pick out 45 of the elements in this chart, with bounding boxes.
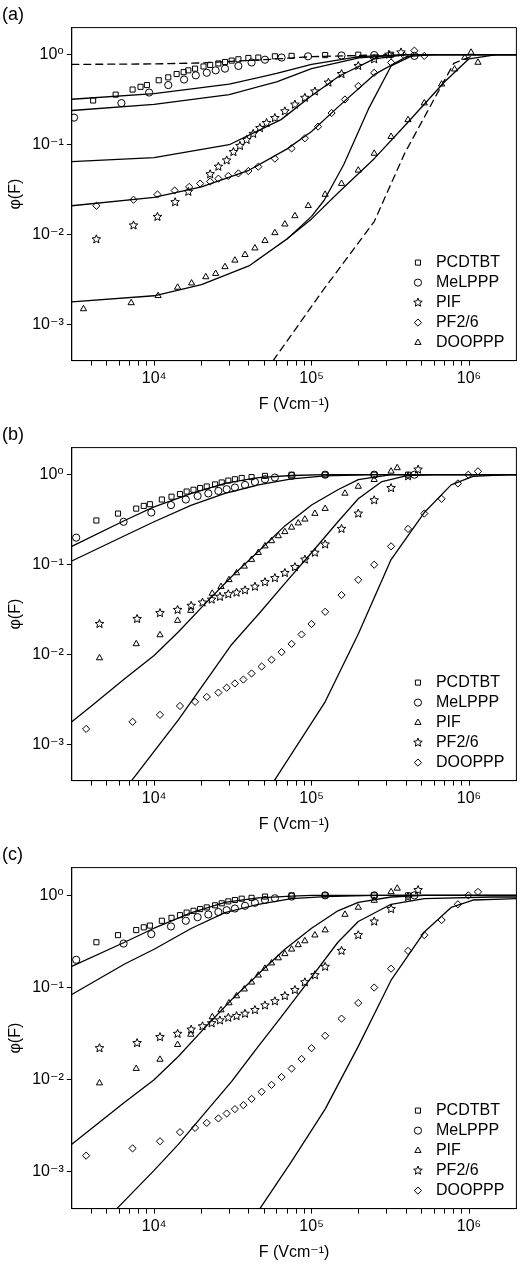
x-tick-label: 10⁵ [299,1216,324,1234]
x-tick-label: 10⁶ [456,368,482,386]
y-axis-title: φ(F) [6,178,24,210]
x-tick-label: 10⁴ [141,368,167,386]
x-tick-label: 10⁴ [141,788,167,806]
y-tick-label: 10⁻² [32,645,65,663]
y-tick-label: 10⁻¹ [32,977,64,995]
legend-label: PCDTBT [435,1101,501,1119]
legend-label: DOOPPP [435,333,505,351]
x-axis-title: F (Vcm⁻¹) [258,394,330,412]
y-tick-label: 10⁻¹ [32,555,64,573]
x-tick-label: 10⁶ [456,788,482,806]
legend-label: PCDTBT [435,253,501,271]
legend-label: MeLPPP [435,273,500,291]
y-tick-label: 10⁰ [39,45,64,63]
y-tick-label: 10⁻² [32,1070,65,1088]
legend-label: PIF [435,713,462,731]
legend-label: PF2/6 [435,1161,479,1179]
x-tick-label: 10⁵ [299,788,324,806]
x-tick-label: 10⁶ [456,1216,482,1234]
legend-label: DOOPPP [435,1181,505,1199]
y-tick-label: 10⁻¹ [32,135,64,153]
y-tick-label: 10⁻³ [32,1162,65,1180]
legend-label: MeLPPP [435,1121,500,1139]
x-tick-label: 10⁴ [141,1216,167,1234]
y-tick-label: 10⁻³ [32,735,65,753]
y-tick-label: 10⁻³ [32,315,65,333]
legend-label: DOOPPP [435,753,505,771]
y-axis-title: φ(F) [6,1022,24,1054]
x-axis-title: F (Vcm⁻¹) [258,1242,330,1260]
chart-title: (b) [2,423,24,444]
y-tick-label: 10⁰ [39,465,64,483]
y-axis-title: φ(F) [6,598,24,630]
x-axis-title: F (Vcm⁻¹) [258,814,330,832]
y-tick-label: 10⁰ [39,885,64,903]
x-tick-label: 10⁵ [299,368,324,386]
legend-label: PF2/6 [435,313,479,331]
chart-title: (c) [2,843,23,864]
chart-title: (a) [2,3,24,24]
y-tick-label: 10⁻² [32,225,65,243]
legend-label: PCDTBT [435,673,501,691]
legend-label: PF2/6 [435,733,479,751]
legend-label: PIF [435,1141,462,1159]
legend-label: PIF [435,293,462,311]
legend-label: MeLPPP [435,693,500,711]
